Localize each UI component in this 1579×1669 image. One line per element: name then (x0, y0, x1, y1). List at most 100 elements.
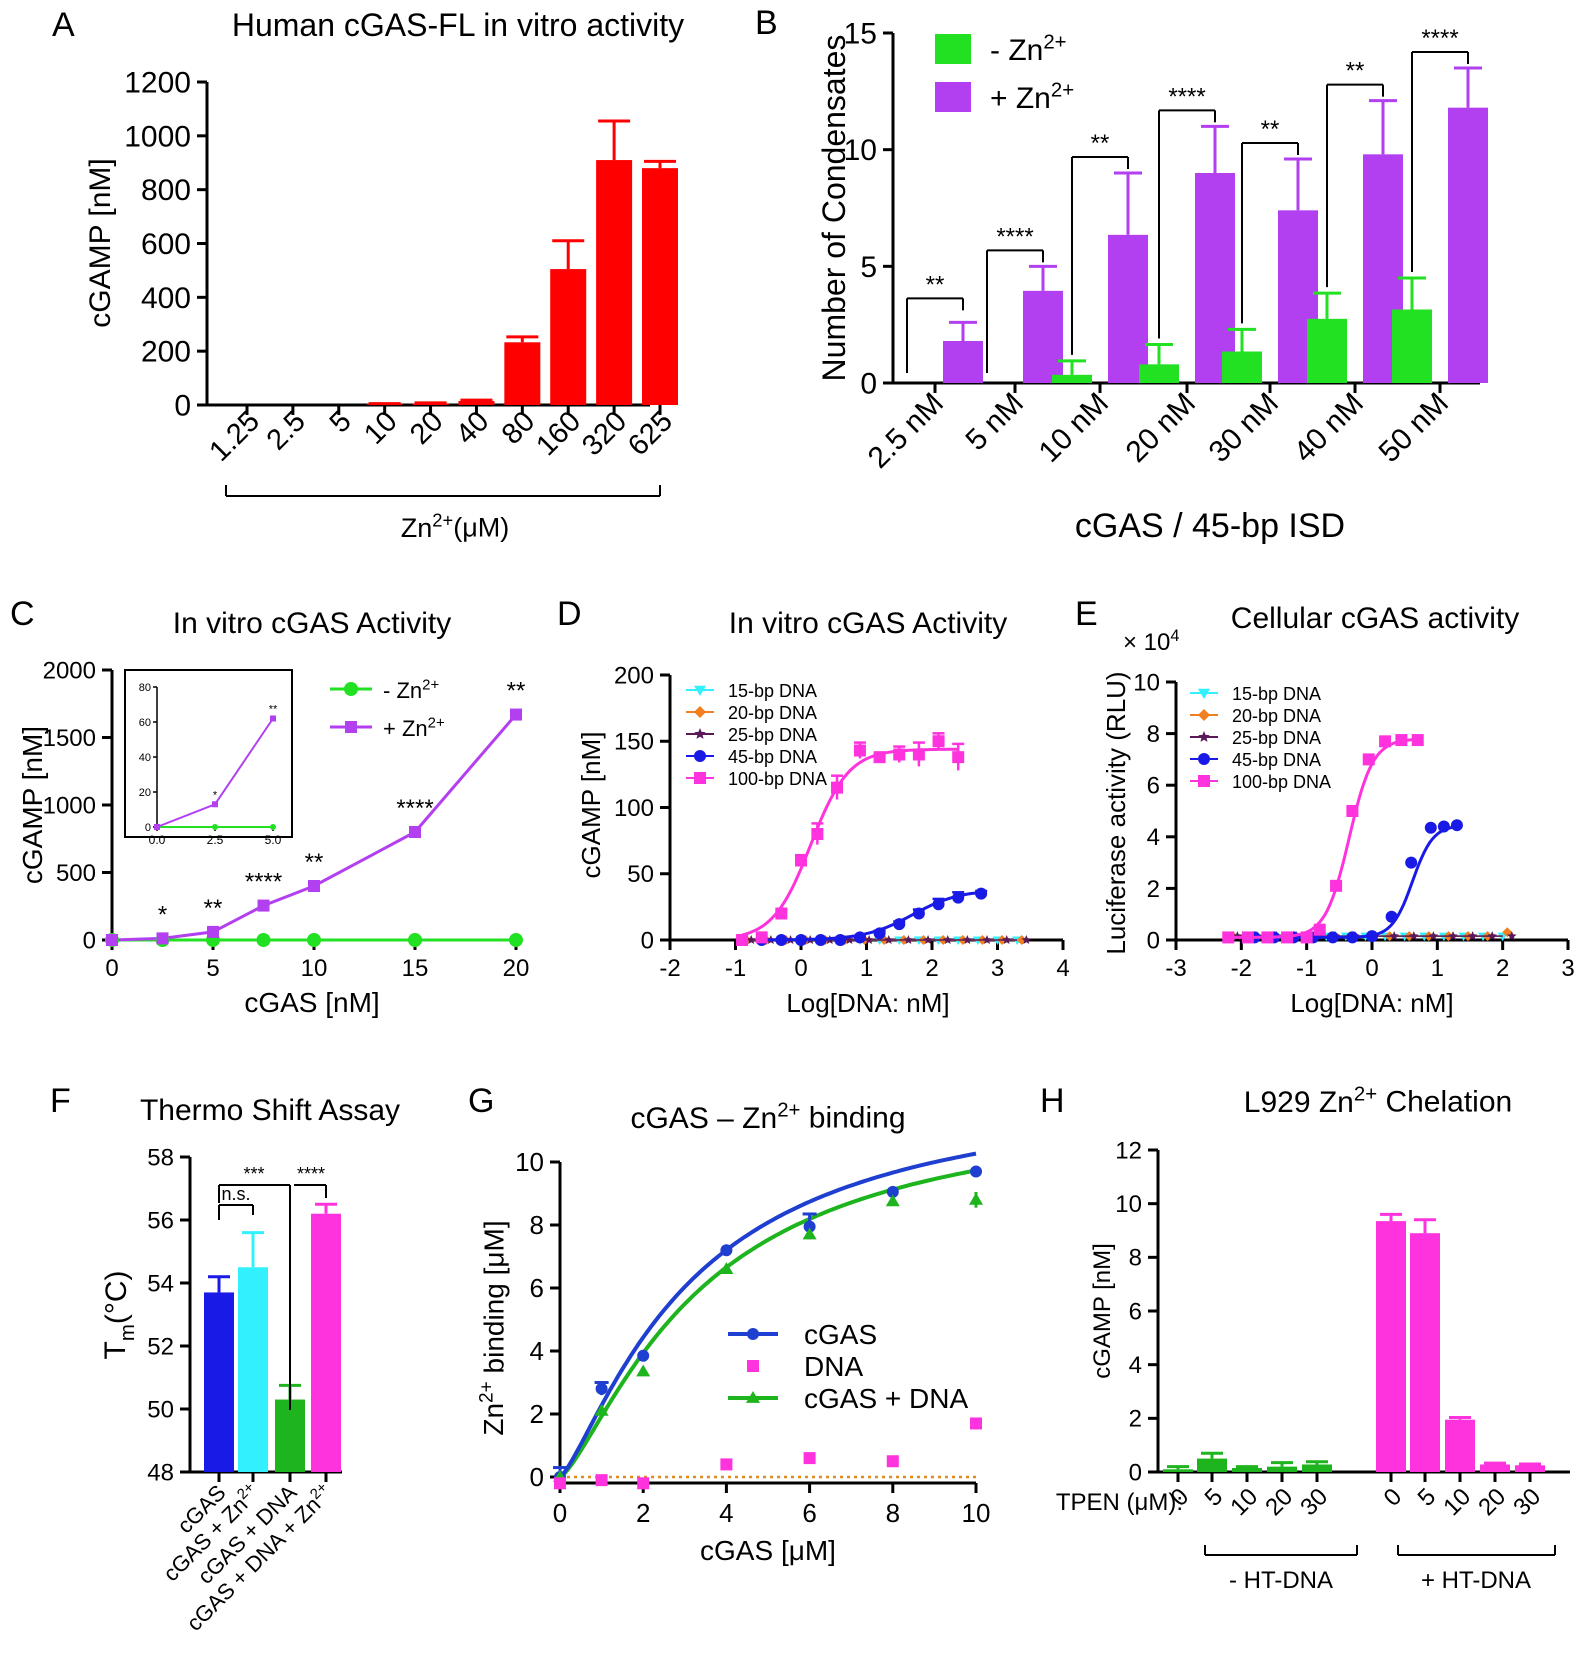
y-axis-h-tick-label: 2 (1129, 1406, 1142, 1433)
y-axis-h-tick-label: 8 (1129, 1245, 1142, 1272)
point-g-cgasdna-5 (885, 1194, 900, 1207)
point-d-2-0 (746, 935, 756, 945)
y-axis-a-tick-label: 600 (141, 228, 191, 261)
point-d-45bp-8 (912, 907, 925, 920)
point-e-2-14 (1507, 931, 1517, 941)
point-c-minus-4 (307, 933, 321, 947)
legend-marker-e-1 (1198, 709, 1210, 721)
point-g-cgasdna-6 (969, 1192, 983, 1205)
bar-h-0 (1163, 1469, 1193, 1472)
y-axis-h-tick-label: 10 (1115, 1191, 1142, 1218)
bar-h-3 (1267, 1466, 1297, 1472)
bar-f-0 (204, 1292, 234, 1472)
legend-label-e-1: 20-bp DNA (1232, 706, 1321, 726)
point-e-45bp-11 (1450, 819, 1463, 832)
point-d-100bp-7 (873, 751, 886, 764)
sig-label-f-3: *** (243, 1164, 264, 1184)
axis-scale-e: × 104 (1123, 627, 1179, 656)
x-tick-label-e-4: 1 (1431, 955, 1444, 982)
x-tick-label-d-0: -2 (659, 955, 680, 982)
y-axis-c-tick-label: 500 (56, 860, 96, 887)
chart-title-h-sup: 2+ (1354, 1084, 1377, 1106)
legend-marker-e-0 (1198, 688, 1210, 699)
x-axis-title-d: Log[DNA: nM] (786, 988, 949, 1018)
point-c-plus-6 (510, 708, 522, 721)
chart-title-g-sup: 2+ (777, 1100, 800, 1122)
chart-title-f: Thermo Shift Assay (140, 1094, 400, 1127)
legend-marker-c-plus (345, 721, 357, 733)
x-tick-label-a-0: 1.25 (203, 405, 266, 468)
y-axis-h-tick-label: 12 (1115, 1137, 1142, 1164)
bar-b-plus-6 (1448, 107, 1488, 384)
legend-label-b-plus: + Zn2+ (990, 80, 1074, 115)
x-tick-label-g-5: 10 (962, 1498, 991, 1528)
y-axis-f-tick-label: 48 (147, 1459, 174, 1486)
x-tick-label-h-4: 30 (1295, 1483, 1333, 1521)
x-tick-label-h-6: 5 (1413, 1483, 1442, 1512)
y-axis-a-tick-label: 400 (141, 282, 191, 315)
bar-b-minus-6 (1392, 309, 1432, 383)
chart-title-h-base: L929 Zn (1244, 1086, 1354, 1119)
x-axis-title-a-sup: 2+ (432, 510, 453, 531)
y-axis-e-tick-label: 4 (1147, 824, 1160, 851)
legend-label-c-plus-base: + Zn (383, 716, 428, 741)
point-c-minus-6 (509, 933, 523, 947)
point-d-2-8 (903, 935, 914, 945)
x-tick-label-g-1: 2 (636, 1498, 650, 1528)
legend-marker-c-minus (344, 682, 358, 696)
x-tick-label-e-3: 0 (1365, 955, 1378, 982)
point-d-45bp-9 (932, 898, 945, 911)
legend-marker-d-3 (694, 750, 706, 762)
x-tick-label-g-3: 6 (802, 1498, 816, 1528)
x-tick-label-d-5: 3 (991, 955, 1004, 982)
point-d-100bp-0 (736, 934, 749, 946)
bar-b-minus-5 (1307, 318, 1347, 383)
x-tick-label-e-5: 2 (1496, 955, 1509, 982)
point-e-45bp-4 (1326, 931, 1339, 944)
y-axis-d-tick-label: 200 (614, 662, 654, 689)
chart-title-a: Human cGAS-FL in vitro activity (232, 7, 684, 43)
x-tick-label-e-2: -1 (1296, 955, 1317, 982)
x-tick-label-h-2: 10 (1225, 1483, 1263, 1521)
sig-label-b-5: ** (1346, 58, 1365, 85)
x-tick-label-g-4: 8 (886, 1498, 900, 1528)
x-tick-label-b-4: 30 nM (1203, 387, 1285, 469)
point-c-plus-2 (207, 925, 219, 938)
legend-label-c-minus-sup: 2+ (422, 677, 439, 694)
point-e-45bp-7 (1385, 910, 1398, 923)
point-d-45bp-10 (952, 891, 965, 904)
x-axis-title-c: cGAS [nM] (244, 987, 379, 1018)
y-axis-d-tick-label: 0 (641, 927, 654, 954)
tpen-label-h: TPEN (μM): (1056, 1489, 1183, 1516)
legend-marker-d-1 (694, 706, 706, 718)
point-d-100bp-8 (893, 748, 906, 761)
legend-marker-e-4 (1198, 775, 1210, 787)
point-d-100bp-6 (853, 744, 866, 757)
bar-h-1 (1197, 1458, 1227, 1472)
point-g-dna-2 (637, 1477, 650, 1490)
series-line-e-45bp (1254, 825, 1456, 939)
legend-label-b-plus-sup: 2+ (1051, 80, 1074, 102)
point-c-minus-3 (256, 933, 271, 947)
sig-label-b-3: **** (1168, 83, 1205, 110)
point-d-2-10 (942, 935, 953, 945)
series-line-g-cgas (558, 1151, 977, 1479)
legend-label-g-1: DNA (804, 1351, 863, 1382)
bar-a-6 (504, 342, 541, 405)
x-tick-label-h-9: 30 (1508, 1483, 1546, 1521)
point-e-100bp-7 (1346, 805, 1359, 817)
y-axis-h-tick-label: 6 (1129, 1298, 1142, 1325)
point-c-plus-5 (409, 826, 421, 838)
x-tick-label-d-3: 1 (860, 955, 873, 982)
sig-label-b-6: **** (1421, 25, 1458, 52)
inset-c-x-tick-label: 5.0 (265, 833, 282, 847)
point-d-45bp-11 (975, 887, 988, 900)
point-d-100bp-3 (795, 854, 807, 867)
legend-marker-e-2 (1198, 731, 1210, 742)
y-axis-b-tick-label: 5 (860, 251, 877, 284)
chart-title-d: In vitro cGAS Activity (729, 607, 1007, 640)
legend-marker-d-4 (694, 772, 706, 784)
x-tick-label-b-5: 40 nM (1288, 387, 1370, 469)
y-axis-title-g-base: Zn (478, 1403, 509, 1436)
